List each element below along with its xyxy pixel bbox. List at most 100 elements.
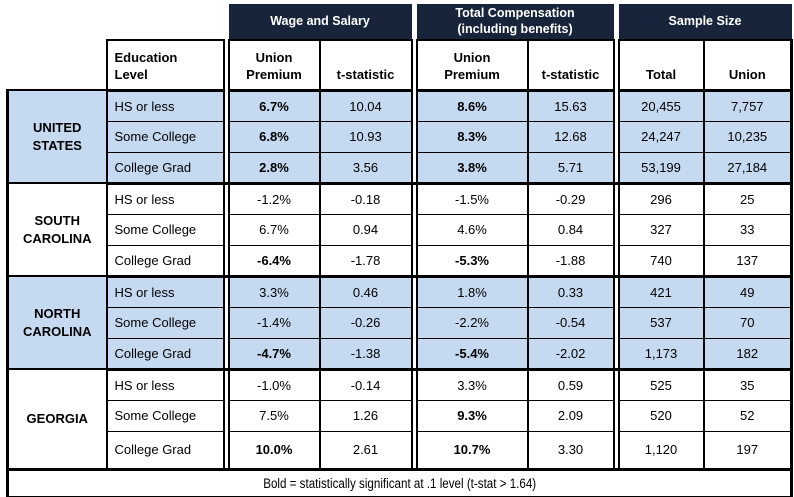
education-cell: Some College <box>105 120 225 153</box>
tc-tstat-cell: 2.09 <box>526 399 615 432</box>
education-cell: Some College <box>105 399 225 432</box>
sample-union-cell: 52 <box>702 399 794 432</box>
col-header-tc-union-premium: Union Premium <box>415 39 529 92</box>
col-header-ws-tstatistic: t-statistic <box>318 39 413 92</box>
ws-premium-cell: 7.5% <box>227 399 321 432</box>
ws-premium-cell: -4.7% <box>227 337 321 371</box>
column-gutter <box>613 245 619 278</box>
tc-tstat-cell: 5.71 <box>526 151 615 185</box>
ws-premium-cell: 6.7% <box>227 213 321 246</box>
ws-tstat-cell: 0.94 <box>318 213 413 246</box>
education-cell: HS or less <box>105 181 225 215</box>
sample-total-cell: 53,199 <box>617 151 705 185</box>
footnote-text: Bold = statistically significant at .1 l… <box>263 475 537 491</box>
education-cell: Some College <box>105 213 225 246</box>
ws-premium-cell: 3.3% <box>227 274 321 308</box>
education-cell: HS or less <box>105 367 225 401</box>
column-gutter <box>613 152 619 185</box>
column-gutter <box>411 400 417 431</box>
ws-premium-cell: -1.2% <box>227 181 321 215</box>
table-row: Some College 7.5% 1.26 9.3% 2.09 520 52 <box>8 399 794 432</box>
tc-premium-cell: 3.3% <box>415 367 529 401</box>
tc-premium-cell: 9.3% <box>415 399 529 432</box>
column-gutter <box>223 431 229 471</box>
ws-tstat-cell: 10.93 <box>318 120 413 153</box>
education-cell: College Grad <box>105 337 225 371</box>
tc-premium-cell: -1.5% <box>415 181 529 215</box>
tc-tstat-cell: -2.02 <box>526 337 615 371</box>
ws-premium-cell: 6.8% <box>227 120 321 153</box>
ws-premium-cell: 2.8% <box>227 151 321 185</box>
column-gutter <box>411 276 417 307</box>
ws-tstat-cell: -0.14 <box>318 367 413 401</box>
ws-tstat-cell: -0.26 <box>318 306 413 339</box>
column-gutter <box>411 338 417 371</box>
tc-premium-cell: -2.2% <box>415 306 529 339</box>
tc-tstat-cell: 0.59 <box>526 367 615 401</box>
ws-tstat-cell: 2.61 <box>318 430 413 471</box>
column-gutter <box>613 90 619 121</box>
section-header-total-compensation: Total Compensation (including benefits) <box>416 4 614 40</box>
footnote-cell: Bold = statistically significant at .1 l… <box>5 467 794 497</box>
ws-tstat-cell: 1.26 <box>318 399 413 432</box>
column-gutter <box>223 400 229 431</box>
column-gutter <box>223 307 229 338</box>
table-row: Some College 6.8% 10.93 8.3% 12.68 24,24… <box>8 120 794 153</box>
column-gutter <box>613 431 619 471</box>
sample-union-cell: 27,184 <box>702 151 794 185</box>
sample-union-cell: 182 <box>702 337 794 371</box>
column-gutter <box>223 245 229 278</box>
sample-total-cell: 327 <box>617 213 705 246</box>
sample-total-cell: 525 <box>617 367 705 401</box>
table-row: Some College 6.7% 0.94 4.6% 0.84 327 33 <box>8 213 794 246</box>
column-gutter <box>223 183 229 214</box>
col-header-ws-union-premium: Union Premium <box>227 39 321 92</box>
sample-total-cell: 1,173 <box>617 337 705 371</box>
column-gutter <box>411 431 417 471</box>
sample-union-cell: 10,235 <box>702 120 794 153</box>
column-gutter <box>223 152 229 185</box>
sample-union-cell: 25 <box>702 181 794 215</box>
column-gutter <box>223 338 229 371</box>
column-gutter <box>613 4 619 40</box>
column-gutter <box>411 121 417 152</box>
ws-tstat-cell: -1.38 <box>318 337 413 371</box>
region-cell-north-carolina: NORTH CAROLINA <box>6 275 108 370</box>
sample-union-cell: 137 <box>702 244 794 278</box>
data-table: Wage and Salary Total Compensation (incl… <box>5 4 794 497</box>
column-gutter <box>223 40 229 90</box>
tc-premium-cell: -5.4% <box>415 337 529 371</box>
tc-premium-cell: 4.6% <box>415 213 529 246</box>
region-cell-united-states: UNITED STATES <box>6 89 108 184</box>
column-gutter <box>411 40 417 90</box>
footnote-row: Bold = statistically significant at .1 l… <box>5 467 794 497</box>
tc-premium-cell: 3.8% <box>415 151 529 185</box>
ws-tstat-cell: -1.78 <box>318 244 413 278</box>
sample-union-cell: 197 <box>702 430 794 471</box>
ws-premium-cell: 10.0% <box>227 430 321 471</box>
table-row: GEORGIA HS or less -1.0% -0.14 3.3% 0.59… <box>6 367 794 470</box>
education-cell: Some College <box>105 306 225 339</box>
column-gutter <box>223 276 229 307</box>
column-gutter <box>223 214 229 245</box>
tc-tstat-cell: 15.63 <box>526 88 615 122</box>
column-gutter <box>411 245 417 278</box>
column-gutter <box>613 307 619 338</box>
col-header-tc-tstatistic: t-statistic <box>526 39 615 92</box>
sample-union-cell: 35 <box>702 367 794 401</box>
sample-union-cell: 70 <box>702 306 794 339</box>
table-row: Some College -1.4% -0.26 -2.2% -0.54 537… <box>8 306 794 339</box>
tc-tstat-cell: 0.33 <box>526 274 615 308</box>
sample-total-cell: 1,120 <box>617 430 705 471</box>
education-cell: College Grad <box>105 244 225 278</box>
ws-tstat-cell: 3.56 <box>318 151 413 185</box>
sample-total-cell: 24,247 <box>617 120 705 153</box>
sample-total-cell: 421 <box>617 274 705 308</box>
sample-union-cell: 49 <box>702 274 794 308</box>
section-header-wage-salary: Wage and Salary <box>228 4 412 40</box>
tc-tstat-cell: -0.54 <box>526 306 615 339</box>
sample-union-cell: 33 <box>702 213 794 246</box>
column-gutter <box>613 338 619 371</box>
column-gutter <box>613 121 619 152</box>
